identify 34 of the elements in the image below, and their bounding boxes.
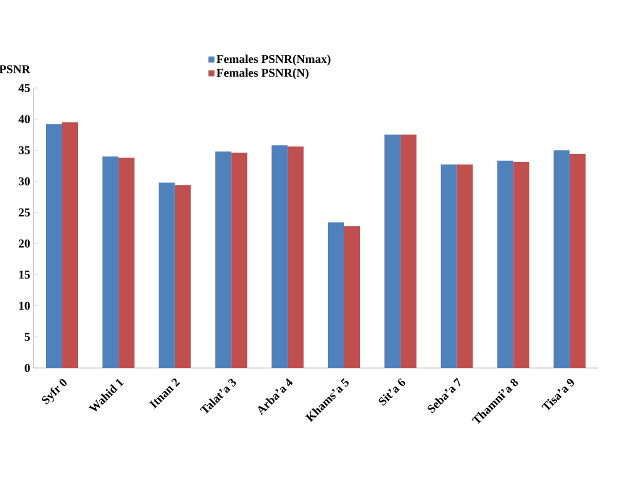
y-tick-label: 10 xyxy=(19,302,30,310)
bar xyxy=(440,164,457,368)
bar xyxy=(158,182,175,368)
y-tick-label: 0 xyxy=(24,364,30,372)
legend-label: Females PSNR(Nmax) xyxy=(216,54,330,66)
bar xyxy=(497,160,514,368)
y-tick-label: 45 xyxy=(18,84,30,92)
bar xyxy=(554,150,570,368)
y-tick-label: 25 xyxy=(18,208,30,216)
bar xyxy=(456,164,473,368)
bar xyxy=(102,156,118,368)
bar xyxy=(174,185,191,368)
y-tick-label: 30 xyxy=(18,177,30,186)
bar xyxy=(215,151,232,368)
bar xyxy=(384,134,400,368)
bar xyxy=(118,158,134,368)
bar xyxy=(272,145,288,368)
y-tick-label: 40 xyxy=(18,115,30,124)
bar xyxy=(570,154,586,368)
bar xyxy=(513,162,530,368)
y-tick-label: 5 xyxy=(24,332,30,341)
bar xyxy=(231,152,248,368)
y-tick-label: 35 xyxy=(18,146,30,154)
y-tick-label: 20 xyxy=(18,240,30,248)
x-tick-label: Sit’a 6 xyxy=(378,378,406,406)
y-tick-label: 15 xyxy=(19,270,30,279)
bar xyxy=(288,146,304,368)
bar xyxy=(400,134,416,368)
legend-label: Females PSNR(N) xyxy=(216,68,308,80)
x-tick-label: Syfr 0 xyxy=(42,378,67,404)
bar xyxy=(328,222,344,368)
bar xyxy=(62,122,78,368)
bar xyxy=(344,226,360,368)
bar xyxy=(46,124,62,368)
